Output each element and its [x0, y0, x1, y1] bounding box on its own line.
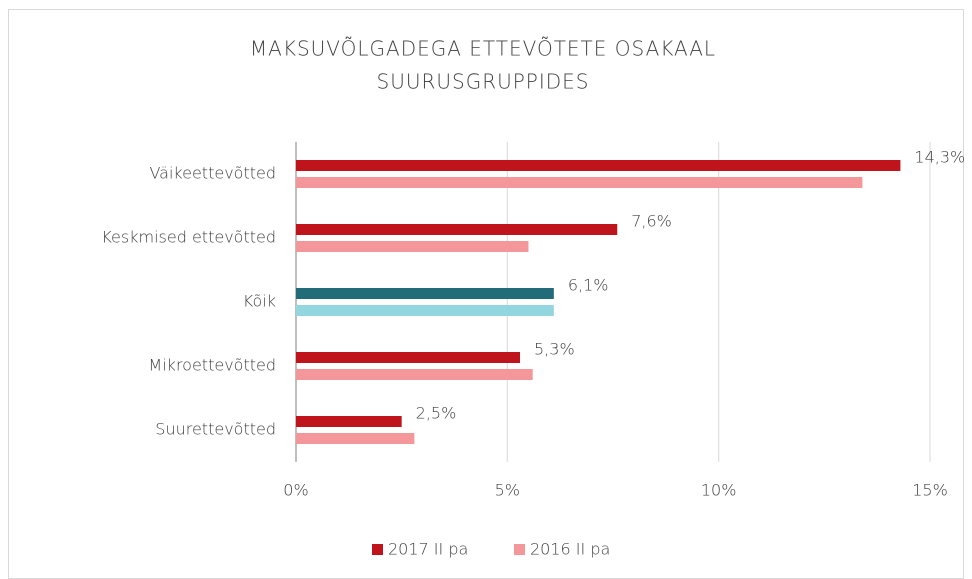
bar — [296, 288, 554, 299]
data-label: 14,3% — [914, 148, 965, 167]
x-tick-label: 10% — [701, 481, 737, 500]
y-tick-label: Mikroettevõtted — [148, 356, 276, 375]
bar — [296, 416, 402, 427]
bar — [296, 369, 533, 380]
bar — [296, 177, 863, 188]
bar — [296, 305, 554, 316]
chart-title: MAKSUVÕLGADEGA ETTEVÕTETE OSAKAAL — [250, 37, 716, 61]
x-tick-label: 0% — [283, 481, 308, 500]
data-label: 5,3% — [534, 340, 575, 359]
data-label: 2,5% — [416, 404, 457, 423]
data-label: 7,6% — [631, 212, 672, 231]
y-tick-label: Suurettevõtted — [155, 420, 276, 439]
bar — [296, 352, 521, 363]
bar — [296, 241, 529, 252]
bar — [296, 433, 415, 444]
y-tick-label: Kõik — [243, 292, 276, 311]
legend-swatch — [372, 544, 383, 555]
x-tick-label: 15% — [912, 481, 948, 500]
bar — [296, 224, 618, 235]
legend-label: 2017 II pa — [388, 540, 468, 559]
y-tick-label: Keskmised ettevõtted — [101, 228, 276, 247]
chart-title: SUURUSGRUPPIDES — [377, 70, 590, 94]
data-label: 6,1% — [568, 276, 609, 295]
x-tick-label: 5% — [495, 481, 520, 500]
legend-swatch — [514, 544, 525, 555]
y-tick-label: Väikeettevõtted — [149, 164, 276, 183]
bar — [296, 160, 901, 171]
legend-label: 2016 II pa — [530, 540, 610, 559]
